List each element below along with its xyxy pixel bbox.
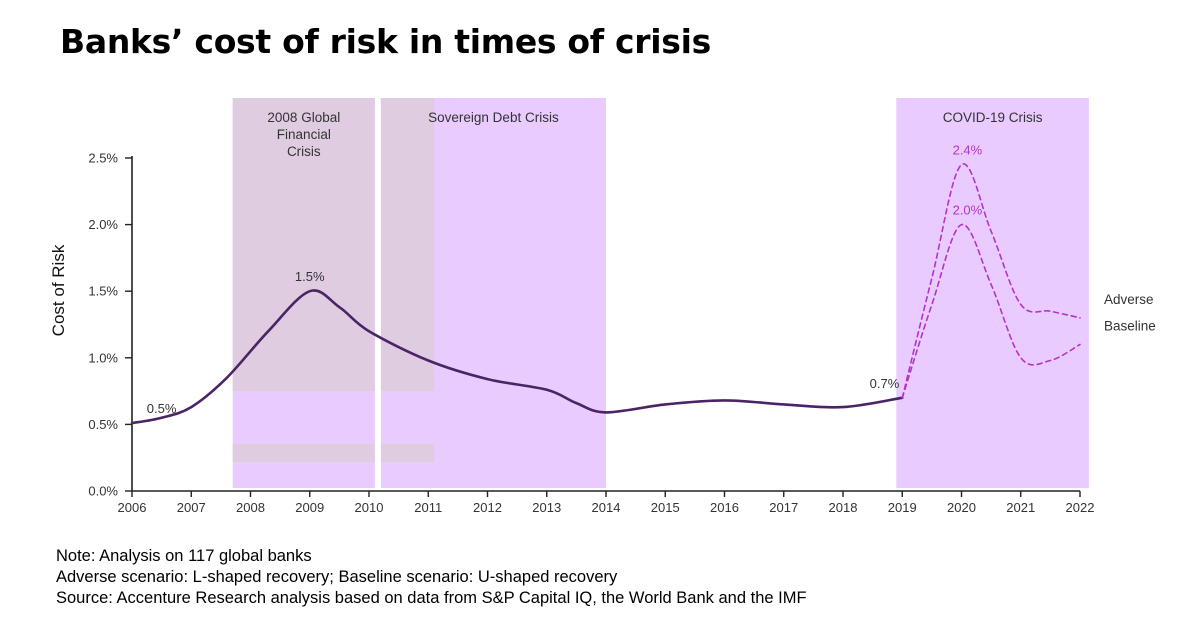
scenario-note-line: Adverse scenario: L-shaped recovery; Bas…	[56, 568, 618, 586]
crisis-band-overlay	[232, 444, 435, 462]
axes	[125, 156, 1081, 497]
data-label: 0.5%	[147, 401, 177, 416]
x-tick-label: 2013	[532, 500, 561, 515]
y-tick-label: 1.5%	[88, 284, 118, 299]
y-axis-title: Cost of Risk	[49, 244, 68, 336]
x-tick-label: 2020	[947, 500, 976, 515]
crisis-band	[896, 98, 1089, 488]
x-tick-label: 2017	[769, 500, 798, 515]
x-tick-label: 2010	[355, 500, 384, 515]
crisis-label: 2008 Global	[267, 110, 340, 125]
x-tick-label: 2014	[592, 500, 621, 515]
x-tick-label: 2015	[651, 500, 680, 515]
y-tick-label: 1.0%	[88, 350, 118, 365]
x-tick-label: 2012	[473, 500, 502, 515]
y-tick-label: 2.0%	[88, 217, 118, 232]
crisis-label: Financial	[277, 127, 331, 142]
legend-label: Baseline	[1104, 318, 1156, 333]
series-line-historic	[130, 289, 904, 425]
y-tick-label: 0.0%	[88, 484, 118, 499]
band-gap	[374, 98, 381, 488]
data-label: 0.7%	[870, 376, 900, 391]
chart-title: Banks’ cost of risk in times of crisis	[60, 22, 711, 61]
x-tick-label: 2021	[1006, 500, 1035, 515]
data-label: 1.5%	[295, 269, 325, 284]
x-tick-label: 2022	[1066, 500, 1095, 515]
crisis-label: Crisis	[287, 144, 321, 159]
source-line: Source: Accenture Research analysis base…	[56, 589, 807, 607]
x-tick-label: 2018	[829, 500, 858, 515]
x-tick-label: 2009	[295, 500, 324, 515]
series-line-baseline	[901, 223, 1081, 399]
x-tick-label: 2008	[236, 500, 265, 515]
crisis-label: Sovereign Debt Crisis	[428, 110, 559, 125]
data-label: 2.0%	[953, 203, 983, 218]
x-tick-label: 2011	[414, 500, 442, 515]
x-tick-label: 2007	[177, 500, 206, 515]
crisis-label: COVID-19 Crisis	[943, 110, 1043, 125]
series-line-adverse	[901, 163, 1081, 399]
x-tick-label: 2019	[888, 500, 917, 515]
y-tick-label: 2.5%	[88, 151, 118, 166]
note-line: Note: Analysis on 117 global banks	[56, 547, 312, 565]
y-tick-label: 0.5%	[88, 417, 118, 432]
series-lines	[130, 163, 1081, 425]
crisis-band-overlay	[232, 98, 435, 391]
data-label: 2.4%	[953, 143, 983, 158]
x-tick-label: 2016	[710, 500, 739, 515]
x-tick-label: 2006	[118, 500, 147, 515]
chart-labels: 2008 Global Financial Crisis Sovereign Debt…	[49, 110, 1156, 515]
legend-label: Adverse	[1104, 292, 1154, 307]
chart-notes: Note: Analysis on 117 global banks Adver…	[56, 546, 807, 609]
